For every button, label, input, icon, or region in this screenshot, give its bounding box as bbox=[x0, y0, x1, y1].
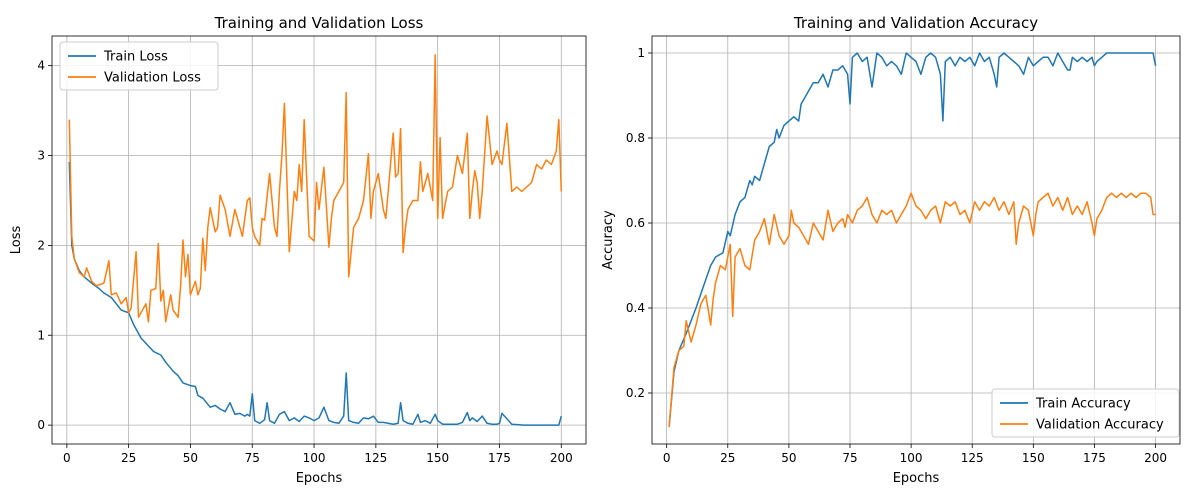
legend-label: Train Loss bbox=[103, 50, 168, 65]
y-tick-label: 4 bbox=[37, 59, 45, 73]
y-tick-label: 1 bbox=[637, 46, 645, 60]
y-tick-label: 0.2 bbox=[626, 386, 645, 400]
loss-series-validation-line bbox=[68, 54, 563, 323]
accuracy-chart: 0 25 50 75 100 125 150 175 200 0.2 0.4 0.6 0.8 1 Train… bbox=[601, 14, 1181, 486]
y-tick-label: 0.6 bbox=[626, 216, 645, 230]
accuracy-series-train-line bbox=[668, 52, 1157, 428]
x-tick-label: 150 bbox=[1022, 451, 1045, 465]
legend-box bbox=[991, 388, 1180, 438]
legend-label: Validation Loss bbox=[104, 71, 201, 86]
x-tick-label: 25 bbox=[121, 451, 136, 465]
loss-series-train-line bbox=[68, 161, 563, 426]
plot-frame bbox=[651, 35, 1181, 445]
chart-title: Training and Validation Accuracy bbox=[793, 14, 1038, 32]
loss-chart: 0 25 50 75 100 125 150 175 200 0 1 2 3 4 Training and … bbox=[9, 14, 587, 486]
x-tick-label: 125 bbox=[961, 451, 984, 465]
y-tick-label: 0.4 bbox=[626, 301, 645, 315]
x-tick-label: 175 bbox=[1083, 451, 1106, 465]
x-axis-label: Epochs bbox=[296, 471, 343, 486]
x-tick-label: 175 bbox=[488, 451, 511, 465]
plot-frame bbox=[51, 35, 587, 445]
chart-title: Training and Validation Loss bbox=[214, 14, 424, 32]
x-tick-label: 75 bbox=[245, 451, 260, 465]
x-tick-label: 0 bbox=[63, 451, 71, 465]
y-axis-label: Accuracy bbox=[601, 210, 616, 270]
x-tick-label: 200 bbox=[1144, 451, 1167, 465]
x-tick-label: 50 bbox=[183, 451, 198, 465]
x-tick-label: 125 bbox=[364, 451, 387, 465]
accuracy-series-validation-line bbox=[668, 192, 1156, 428]
x-tick-label: 200 bbox=[550, 451, 573, 465]
y-tick-label: 1 bbox=[37, 328, 45, 342]
legend-label: Train Accuracy bbox=[1035, 397, 1131, 412]
y-tick-label: 2 bbox=[37, 238, 45, 252]
legend-label: Validation Accuracy bbox=[1036, 418, 1164, 433]
x-tick-label: 0 bbox=[663, 451, 671, 465]
x-tick-label: 150 bbox=[426, 451, 449, 465]
legend: Train Accuracy Validation Accuracy bbox=[991, 388, 1180, 438]
x-tick-label: 25 bbox=[720, 451, 735, 465]
x-tick-label: 100 bbox=[900, 451, 923, 465]
x-axis-label: Epochs bbox=[893, 471, 940, 486]
y-tick-label: 3 bbox=[37, 149, 45, 163]
legend: Train Loss Validation Loss bbox=[59, 41, 219, 91]
legend-box bbox=[59, 41, 219, 91]
y-axis-label: Loss bbox=[9, 226, 24, 255]
x-tick-label: 50 bbox=[781, 451, 796, 465]
x-tick-label: 100 bbox=[303, 451, 326, 465]
y-tick-label: 0 bbox=[37, 418, 45, 432]
y-tick-label: 0.8 bbox=[626, 131, 645, 145]
x-tick-label: 75 bbox=[842, 451, 857, 465]
